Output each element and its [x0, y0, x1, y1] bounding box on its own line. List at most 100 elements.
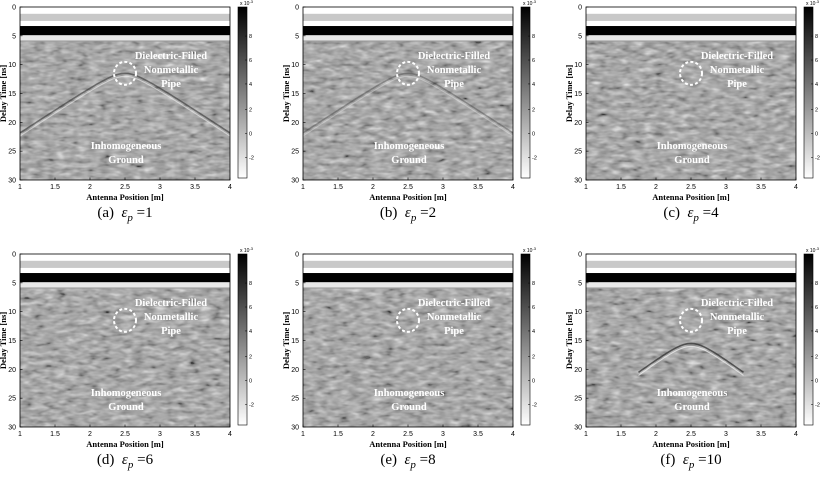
x-axis-label: Antenna Position [m]	[369, 439, 447, 449]
colorbar-tick-label: 6	[815, 58, 818, 64]
caption-b: (b) εp =2	[379, 205, 437, 224]
colorbar-tick-label: 4	[532, 329, 535, 335]
direct-wave-band	[586, 273, 796, 283]
x-tick-label: 1.5	[616, 184, 626, 191]
radargram-image	[20, 7, 230, 180]
x-tick-label: 3.5	[473, 431, 483, 438]
colorbar	[520, 6, 531, 179]
y-tick-label: 0	[12, 5, 16, 12]
gpr-radargram-f: Dielectric-Filled Nonmetallic Pipe Inhomoge…	[564, 246, 820, 449]
colorbar-tick-label: 2	[815, 355, 818, 361]
x-tick-label: 1.5	[50, 184, 60, 191]
radargram-image	[303, 254, 513, 427]
pipe-hyperbola	[20, 72, 230, 134]
y-axis-label: Delay Time [ns]	[281, 65, 291, 122]
x-tick-label: 3.5	[190, 431, 200, 438]
colorbar-tick-label: 0	[249, 379, 252, 385]
x-tick-label: 2	[88, 184, 92, 191]
colorbar	[520, 253, 531, 426]
y-tick-label: 20	[574, 120, 582, 127]
radargram-image	[586, 254, 796, 427]
pipe-hyperbola	[303, 72, 513, 134]
x-axis-label: Antenna Position [m]	[369, 192, 447, 202]
y-tick-label: 5	[295, 280, 299, 287]
x-tick-label: 1	[301, 184, 305, 191]
y-tick-label: 30	[574, 178, 582, 185]
colorbar-tick-label: 6	[532, 305, 535, 311]
y-tick-label: 10	[291, 309, 299, 316]
x-tick-label: 3.5	[756, 184, 766, 191]
colorbar-exponent: x 10-3	[523, 246, 537, 254]
y-tick-label: 5	[578, 33, 582, 40]
x-tick-label: 4	[511, 431, 515, 438]
x-axis-label: Antenna Position [m]	[652, 439, 730, 449]
x-tick-label: 2	[371, 431, 375, 438]
x-tick-label: 3	[441, 431, 445, 438]
pipe-marker-circle	[679, 60, 703, 86]
x-tick-label: 2	[88, 431, 92, 438]
y-tick-label: 10	[574, 309, 582, 316]
y-tick-label: 20	[8, 120, 16, 127]
colorbar-tick-label: 0	[815, 132, 818, 138]
caption-e: (e) εp =8	[380, 452, 436, 471]
y-tick-label: 25	[291, 149, 299, 156]
pipe-annotation: Dielectric-Filled Nonmetallic Pipe	[418, 51, 490, 90]
pipe-marker-circle	[396, 307, 420, 333]
y-tick-label: 10	[8, 309, 16, 316]
colorbar-exponent: x 10-3	[523, 0, 537, 7]
x-tick-label: 1	[584, 184, 588, 191]
subfigure-d: Dielectric-Filled Nonmetallic Pipe Inhomoge…	[0, 246, 270, 477]
colorbar	[237, 6, 248, 179]
colorbar-tick-label: 8	[815, 281, 818, 287]
colorbar-tick-label: 8	[532, 34, 535, 40]
y-tick-label: 30	[574, 425, 582, 432]
ground-annotation: Inhomogeneous Ground	[91, 141, 162, 166]
colorbar-tick-label: 8	[532, 281, 535, 287]
pipe-annotation: Dielectric-Filled Nonmetallic Pipe	[701, 51, 773, 90]
y-axis-label: Delay Time [ns]	[564, 312, 574, 369]
y-tick-label: 30	[291, 178, 299, 185]
gpr-radargram-b: Dielectric-Filled Nonmetallic Pipe Inhomoge…	[281, 0, 537, 202]
colorbar-tick-label: 6	[249, 305, 252, 311]
colorbar-tick-label: 2	[532, 355, 535, 361]
caption-d: (d) εp =6	[96, 452, 154, 471]
x-tick-label: 3.5	[756, 431, 766, 438]
colorbar	[237, 253, 248, 426]
colorbar-tick-label: -2	[815, 402, 820, 408]
x-tick-label: 1	[18, 431, 22, 438]
colorbar-tick-label: 2	[249, 108, 252, 114]
ground-annotation: Inhomogeneous Ground	[91, 388, 162, 413]
x-tick-label: 3.5	[473, 184, 483, 191]
colorbar-exponent: x 10-3	[806, 246, 820, 254]
x-tick-label: 4	[511, 184, 515, 191]
pipe-hyperbola	[638, 342, 744, 374]
x-tick-label: 4	[228, 431, 232, 438]
subfigure-a: Dielectric-Filled Nonmetallic Pipe Inhomoge…	[0, 0, 270, 230]
subfigure-e: Dielectric-Filled Nonmetallic Pipe Inhomoge…	[281, 246, 553, 477]
y-tick-label: 15	[8, 338, 16, 345]
x-tick-label: 1.5	[333, 431, 343, 438]
x-tick-label: 3	[724, 184, 728, 191]
direct-wave-band	[20, 273, 230, 283]
radargram-image	[586, 7, 796, 180]
direct-wave-band	[303, 273, 513, 283]
y-tick-label: 20	[574, 367, 582, 374]
x-tick-label: 2.5	[120, 431, 130, 438]
y-tick-label: 15	[574, 338, 582, 345]
colorbar-exponent: x 10-3	[240, 0, 254, 7]
x-tick-label: 2	[654, 184, 658, 191]
x-axis-label: Antenna Position [m]	[652, 192, 730, 202]
ground-annotation: Inhomogeneous Ground	[374, 388, 445, 413]
ground-annotation: Inhomogeneous Ground	[374, 141, 445, 166]
colorbar-tick-label: 4	[815, 82, 818, 88]
colorbar-tick-label: 0	[815, 379, 818, 385]
colorbar-tick-label: 2	[532, 108, 535, 114]
y-tick-label: 15	[574, 91, 582, 98]
y-tick-label: 5	[12, 280, 16, 287]
colorbar-tick-label: 2	[815, 108, 818, 114]
caption-f: (f) εp =10	[660, 452, 722, 471]
x-tick-label: 1.5	[333, 184, 343, 191]
colorbar-tick-label: 8	[249, 281, 252, 287]
y-tick-label: 20	[8, 367, 16, 374]
caption-a: (a) εp =1	[97, 205, 153, 224]
